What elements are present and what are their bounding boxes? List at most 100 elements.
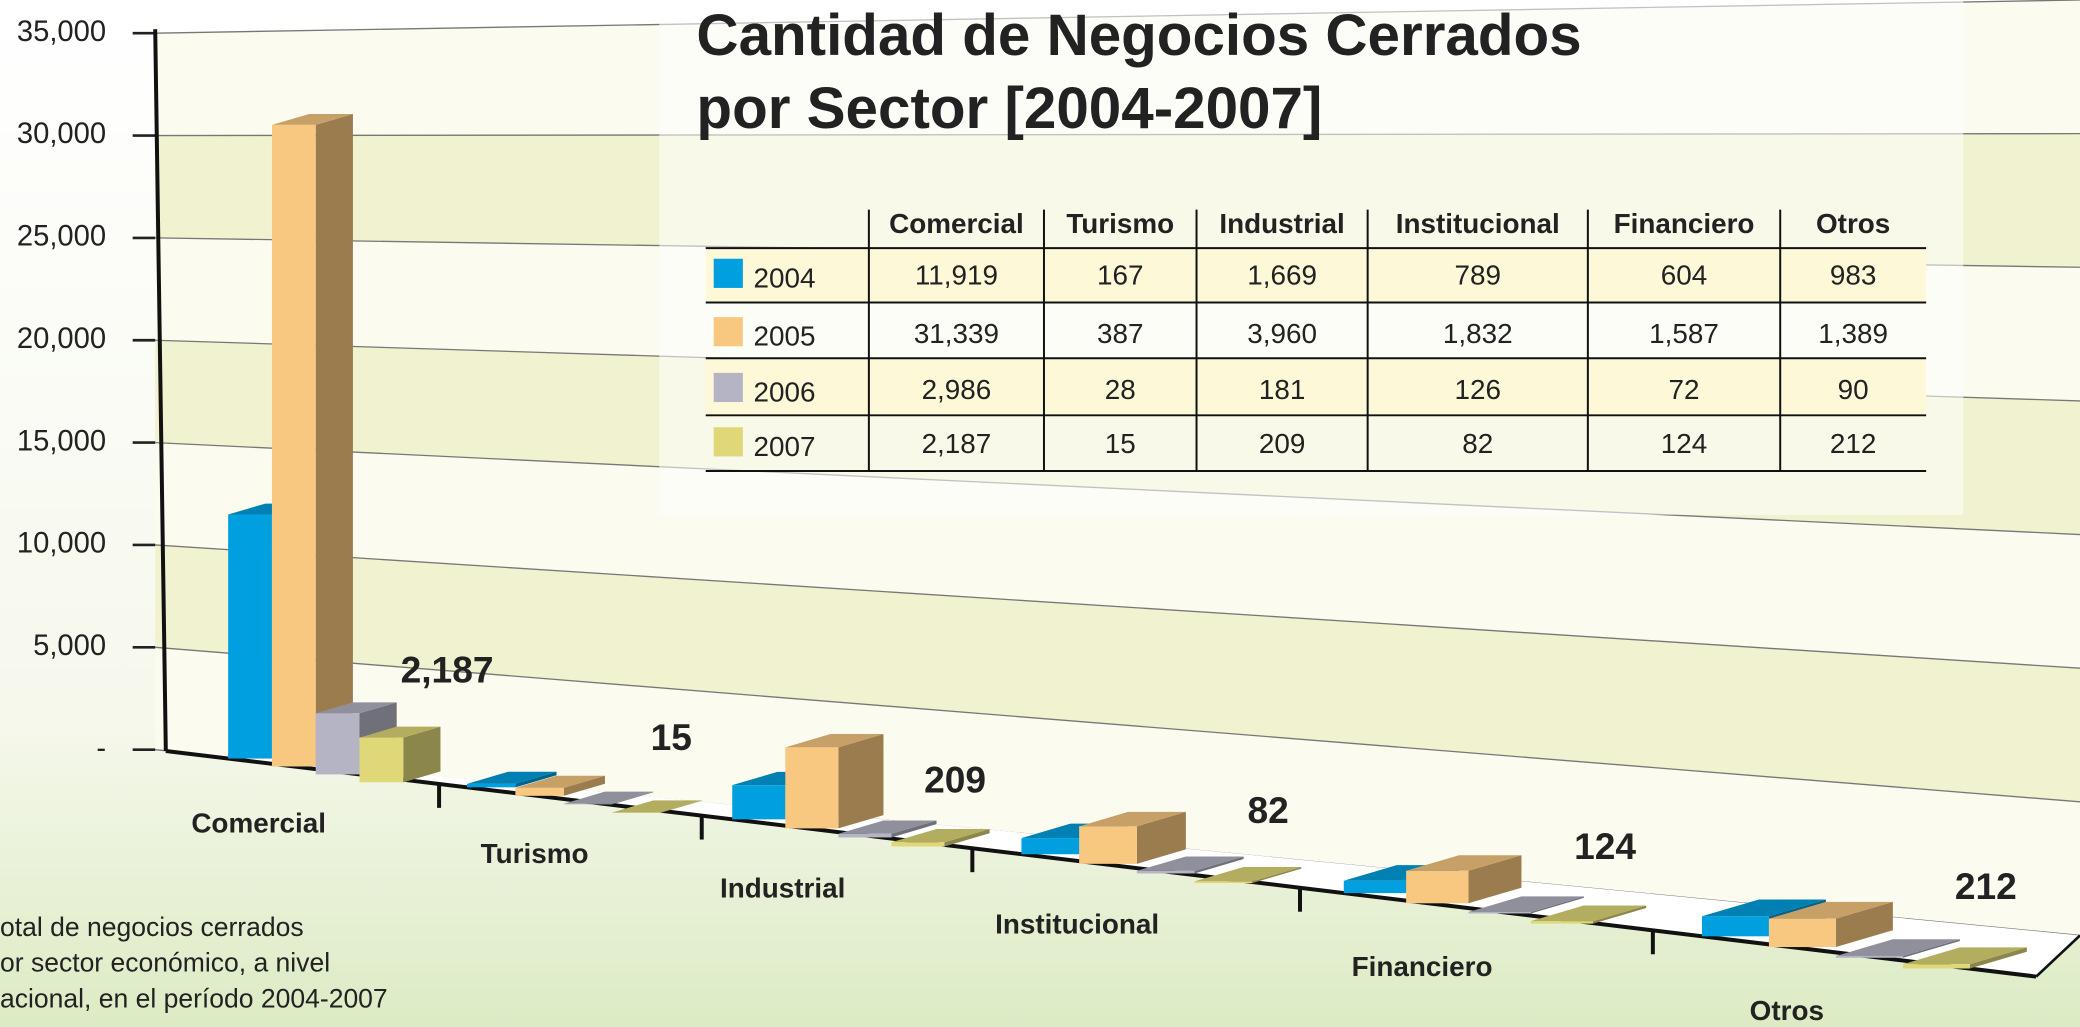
bar-side (1136, 811, 1186, 864)
bar-top (838, 820, 937, 834)
bar-side (1593, 905, 1647, 924)
bar-top (1406, 855, 1522, 871)
bar-side (891, 820, 937, 838)
bar-side (563, 775, 605, 796)
bar-top (271, 113, 353, 125)
table-cell: 11,919 (915, 260, 998, 291)
bar-side (612, 791, 654, 805)
chart-title: por Sector [2004-2007] (696, 76, 1322, 141)
bar (228, 514, 272, 759)
table-cell: 2,986 (922, 374, 992, 405)
bar-top (1701, 899, 1826, 917)
grid-line (155, 544, 2080, 669)
legend-swatch (713, 258, 743, 288)
bar (732, 785, 786, 820)
table-cell: 209 (1259, 428, 1305, 459)
x-tick-label: Institucional (995, 909, 1159, 940)
x-tick-label: Industrial (720, 873, 845, 904)
bar (1194, 881, 1253, 884)
table-cell: 1,389 (1818, 318, 1888, 349)
table-cell: 124 (1661, 428, 1707, 459)
wall-band (155, 544, 2080, 802)
table-cell: 3,960 (1247, 318, 1317, 349)
y-tick-label: - (96, 732, 106, 764)
data-label: 15 (651, 716, 692, 758)
table-cell: 90 (1838, 374, 1869, 405)
legend-label: 2007 (753, 431, 815, 462)
bar-top (785, 734, 884, 748)
bar-side (838, 734, 884, 829)
bar (1768, 918, 1836, 948)
data-label: 82 (1248, 789, 1289, 831)
grid-line (155, 646, 2080, 803)
bar-top (315, 702, 397, 714)
bar (515, 787, 564, 796)
bar (271, 124, 316, 767)
bar-side (944, 828, 990, 847)
table-cell: 1,832 (1443, 318, 1513, 349)
bar-side (1969, 947, 2027, 969)
bar-top (359, 726, 441, 738)
bar-side (660, 800, 702, 813)
bar-top (1768, 901, 1893, 919)
chart-title: Cantidad de Negocios Cerrados (696, 3, 1581, 68)
table-cell: 28 (1105, 374, 1136, 405)
bar-side (1468, 855, 1522, 904)
data-label: 209 (924, 759, 986, 801)
bar-top (466, 771, 557, 784)
wall-band (155, 442, 2080, 669)
table-header: Comercial (889, 208, 1024, 239)
bar (1701, 916, 1769, 937)
bar (891, 842, 945, 847)
bar-top (1136, 856, 1244, 871)
bar (1021, 838, 1080, 855)
table-header: Institucional (1396, 208, 1560, 239)
table-row-band (705, 248, 1927, 303)
bar-top (515, 775, 605, 788)
legend-swatch (713, 427, 743, 457)
annotation: or sector económico, a nivel (0, 948, 330, 978)
bar (838, 833, 892, 838)
legend-swatch (713, 317, 743, 347)
y-axis (153, 29, 168, 752)
plot: - 5,000 10,000 15,000 20,000 25,000 30,000 35,0… (17, 16, 2080, 1026)
table-cell: 1,669 (1247, 260, 1317, 291)
bar (785, 747, 839, 829)
y-tick-label: 20,000 (17, 323, 106, 355)
x-tick-label: Otros (1750, 995, 1824, 1026)
table-header: Financiero (1614, 208, 1755, 239)
bar-side (403, 726, 441, 783)
bar-side (1902, 939, 1960, 958)
legend-label: 2004 (753, 262, 815, 293)
x-tick-label: Financiero (1352, 951, 1493, 982)
data-table: Comercial Turismo Industrial Institucional F… (705, 208, 1927, 473)
bar (1079, 826, 1137, 864)
table-cell: 1,587 (1649, 318, 1719, 349)
table-cell: 789 (1455, 260, 1501, 291)
wall-band (155, 647, 2080, 936)
table-row-band (705, 358, 1927, 416)
table-cell: 126 (1455, 374, 1501, 405)
bar (1136, 870, 1195, 874)
bar-top (612, 800, 702, 813)
floor-edge (2035, 934, 2080, 978)
bar (466, 783, 516, 788)
y-tick-label: 35,000 (17, 16, 106, 48)
bar-side (515, 771, 557, 788)
bar (1406, 870, 1469, 904)
y-tick-label: 15,000 (17, 425, 106, 457)
bar-side (1530, 896, 1584, 914)
bar-top (891, 828, 990, 843)
data-label: 124 (1574, 825, 1636, 867)
bar-side (315, 113, 353, 767)
bar-top (1079, 811, 1186, 827)
bar-top (1530, 905, 1647, 922)
table-cell: 212 (1830, 428, 1876, 459)
table-cell: 31,339 (914, 318, 999, 349)
table-cell: 15 (1105, 428, 1136, 459)
table-cell: 82 (1462, 428, 1493, 459)
bar (1902, 964, 1970, 969)
bar-side (1252, 866, 1302, 884)
